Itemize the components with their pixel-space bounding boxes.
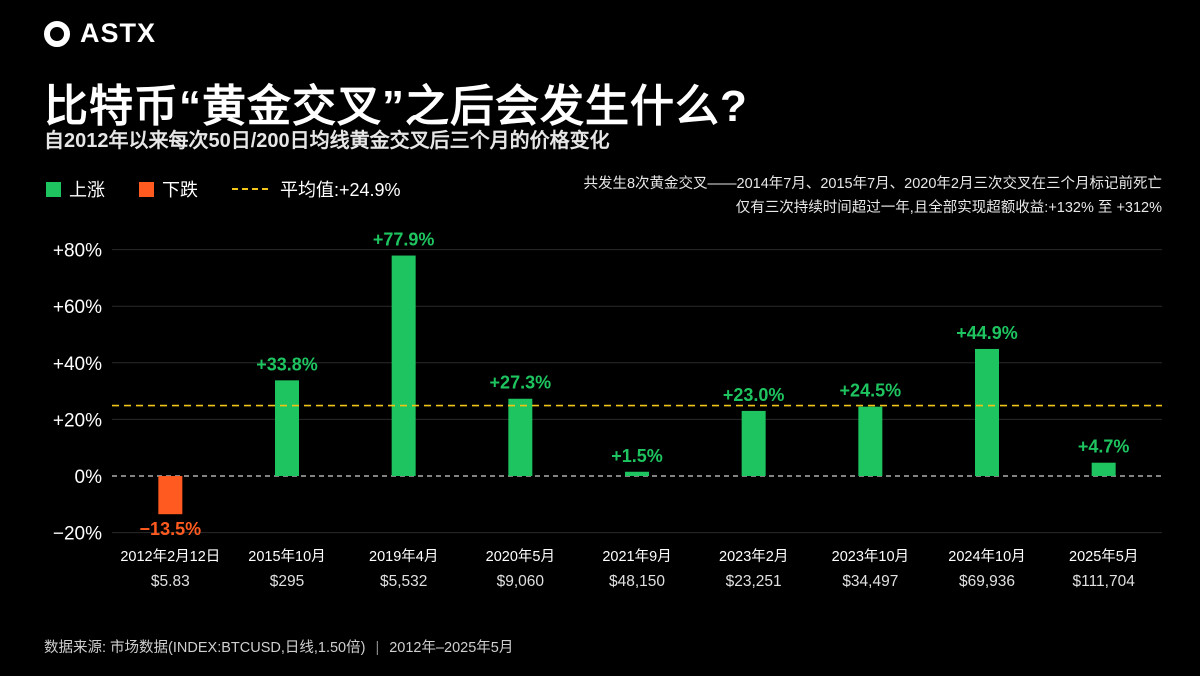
data-source-separator: | bbox=[375, 640, 380, 656]
y-tick-label: 0% bbox=[75, 467, 103, 488]
bar-value-label: +23.0% bbox=[723, 385, 785, 405]
legend-label-up: 上涨 bbox=[69, 180, 105, 200]
legend-dash-average bbox=[232, 188, 268, 190]
bar bbox=[158, 476, 183, 515]
ring-logo-icon bbox=[44, 20, 70, 47]
bar bbox=[741, 410, 766, 476]
x-price-label: $69,936 bbox=[959, 573, 1015, 590]
x-tick-label: 2012年2月12日 bbox=[120, 548, 220, 565]
x-tick-label: 2021年9月 bbox=[602, 548, 671, 565]
chart-note-line-2: 仅有三次持续时间超过一年,且全部实现超额收益:+132% 至 +312% bbox=[735, 200, 1162, 216]
x-tick-label: 2015年10月 bbox=[248, 548, 325, 565]
x-price-label: $295 bbox=[270, 573, 304, 590]
bar bbox=[975, 348, 999, 476]
legend-item-up: 上涨 bbox=[46, 176, 105, 202]
bar bbox=[625, 471, 649, 476]
x-price-label: $9,060 bbox=[497, 573, 545, 590]
bar-value-label: −13.5% bbox=[140, 519, 202, 539]
y-tick-label: +20% bbox=[53, 410, 102, 431]
brand-logo: ASTX bbox=[44, 18, 156, 49]
legend-item-average: 平均值:+24.9% bbox=[232, 176, 401, 202]
x-price-label: $5,532 bbox=[380, 573, 427, 590]
bar-value-label: +1.5% bbox=[611, 446, 663, 466]
x-price-label: $111,704 bbox=[1072, 573, 1135, 590]
legend-swatch-down bbox=[139, 181, 154, 197]
bar-value-label: +27.3% bbox=[490, 373, 552, 393]
x-price-label: $34,497 bbox=[842, 573, 898, 590]
legend-label-down: 下跌 bbox=[162, 180, 198, 200]
y-tick-label: +80% bbox=[53, 241, 102, 262]
y-tick-label: +60% bbox=[53, 297, 102, 318]
x-price-label: $48,150 bbox=[609, 573, 665, 590]
x-price-label: $23,251 bbox=[726, 573, 782, 590]
x-tick-label: 2019年4月 bbox=[369, 548, 438, 565]
bar bbox=[858, 406, 883, 476]
x-tick-label: 2024年10月 bbox=[948, 548, 1025, 565]
bar-value-label: +33.8% bbox=[256, 354, 318, 374]
x-tick-label: 2020年5月 bbox=[486, 548, 555, 565]
bar bbox=[275, 380, 299, 476]
page-subtitle: 自2012年以来每次50日/200日均线黄金交叉后三个月的价格变化 bbox=[44, 130, 610, 152]
data-source-text: 数据来源: 市场数据(INDEX:BTCUSD,日线,1.50倍) bbox=[44, 640, 366, 656]
chart-note-line-1: 共发生8次黄金交叉——2014年7月、2015年7月、2020年2月三次交叉在三… bbox=[583, 176, 1162, 192]
chart-note: 共发生8次黄金交叉——2014年7月、2015年7月、2020年2月三次交叉在三… bbox=[583, 172, 1162, 220]
x-tick-label: 2023年2月 bbox=[719, 548, 788, 565]
bar-value-label: +77.9% bbox=[373, 230, 435, 250]
legend-item-down: 下跌 bbox=[139, 176, 198, 202]
bar bbox=[1091, 462, 1116, 476]
bar-value-label: +24.5% bbox=[840, 381, 902, 401]
data-source: 数据来源: 市场数据(INDEX:BTCUSD,日线,1.50倍) | 2012年–… bbox=[44, 636, 513, 657]
brand-name: ASTX bbox=[80, 18, 157, 48]
y-tick-label: +40% bbox=[53, 354, 102, 375]
data-range-text: 2012年–2025年5月 bbox=[389, 640, 514, 656]
legend-swatch-up bbox=[46, 181, 61, 197]
bar bbox=[391, 255, 416, 476]
page-title: 比特币“黄金交叉”之后会发生什么? bbox=[44, 82, 748, 131]
bar bbox=[508, 398, 533, 476]
x-tick-label: 2023年10月 bbox=[832, 548, 909, 565]
chart-legend: 上涨 下跌 平均值:+24.9% bbox=[46, 176, 435, 202]
y-tick-label: −20% bbox=[53, 524, 102, 545]
legend-label-average: 平均值:+24.9% bbox=[280, 180, 401, 200]
bar-value-label: +4.7% bbox=[1078, 437, 1130, 457]
x-price-label: $5.83 bbox=[151, 573, 190, 590]
x-tick-label: 2025年5月 bbox=[1069, 548, 1138, 565]
bar-value-label: +44.9% bbox=[956, 323, 1018, 343]
